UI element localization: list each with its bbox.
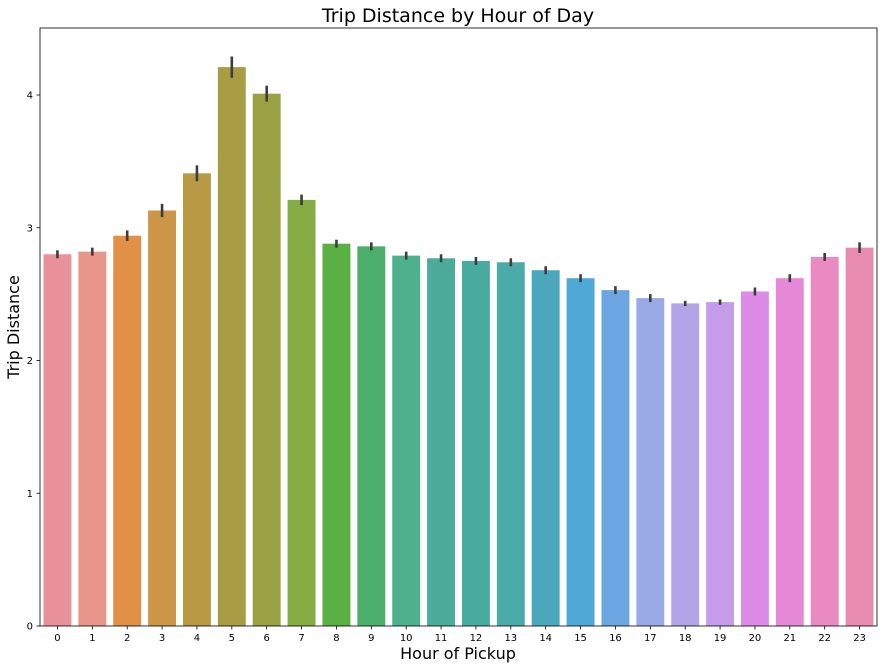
bar-hour-5 [217, 67, 246, 626]
x-tick-label: 18 [679, 633, 692, 644]
bar-hour-22 [810, 256, 839, 626]
x-tick-label: 19 [714, 633, 727, 644]
bars-group [43, 67, 874, 627]
x-tick-label: 21 [783, 633, 796, 644]
bar-hour-14 [531, 270, 560, 626]
y-tick-label: 1 [27, 489, 33, 500]
bar-hour-10 [392, 255, 421, 626]
plot-frame [39, 27, 878, 627]
x-tick-label: 14 [539, 633, 552, 644]
y-tick-label: 0 [27, 622, 33, 633]
x-tick-label: 23 [853, 633, 866, 644]
x-tick-label: 9 [368, 633, 374, 644]
bar-hour-6 [252, 93, 281, 627]
y-tick-label: 3 [27, 223, 33, 234]
x-tick-label: 10 [400, 633, 413, 644]
bar-hour-20 [740, 291, 769, 626]
y-tick-label: 2 [27, 356, 33, 367]
bar-hour-1 [78, 251, 107, 626]
x-tick-label: 12 [470, 633, 483, 644]
bar-hour-21 [775, 278, 804, 626]
bar-hour-13 [496, 262, 525, 626]
bar-hour-12 [461, 260, 490, 626]
chart-title: Trip Distance by Hour of Day [321, 5, 594, 27]
x-tick-label: 8 [333, 633, 339, 644]
bar-hour-15 [566, 278, 595, 626]
bar-hour-19 [706, 302, 735, 626]
bar-hour-2 [113, 235, 142, 626]
error-bars-group [56, 56, 861, 307]
x-tick-label: 13 [504, 633, 517, 644]
x-axis: 0 1 2 3 4 5 6 7 8 9 10 11 12 13 14 15 16 17 18 19 20 21 22 23 [54, 626, 866, 644]
x-tick-label: 3 [159, 633, 165, 644]
x-tick-label: 20 [749, 633, 762, 644]
x-tick-label: 16 [609, 633, 622, 644]
x-tick-label: 1 [89, 633, 95, 644]
x-tick-label: 5 [229, 633, 235, 644]
x-axis-label: Hour of Pickup [400, 644, 516, 663]
x-tick-label: 4 [194, 633, 200, 644]
x-tick-label: 17 [644, 633, 657, 644]
bar-hour-4 [182, 173, 211, 626]
bar-hour-18 [671, 303, 700, 626]
bar-hour-17 [636, 298, 665, 626]
bar-hour-8 [322, 243, 351, 626]
y-axis-label: Trip Distance [4, 275, 23, 380]
x-tick-label: 6 [264, 633, 270, 644]
bar-hour-7 [287, 199, 316, 626]
x-tick-label: 7 [298, 633, 304, 644]
x-tick-label: 22 [818, 633, 831, 644]
bar-hour-11 [427, 258, 456, 626]
bar-hour-0 [43, 254, 72, 627]
bar-hour-23 [845, 247, 874, 626]
x-tick-label: 11 [435, 633, 448, 644]
x-tick-label: 0 [54, 633, 60, 644]
bar-hour-3 [148, 210, 177, 626]
y-axis: 0 1 2 3 4 [27, 91, 40, 633]
x-tick-label: 2 [124, 633, 130, 644]
x-tick-label: 15 [574, 633, 587, 644]
bar-hour-9 [357, 246, 386, 626]
bar-hour-16 [601, 290, 630, 626]
y-tick-label: 4 [27, 91, 33, 102]
